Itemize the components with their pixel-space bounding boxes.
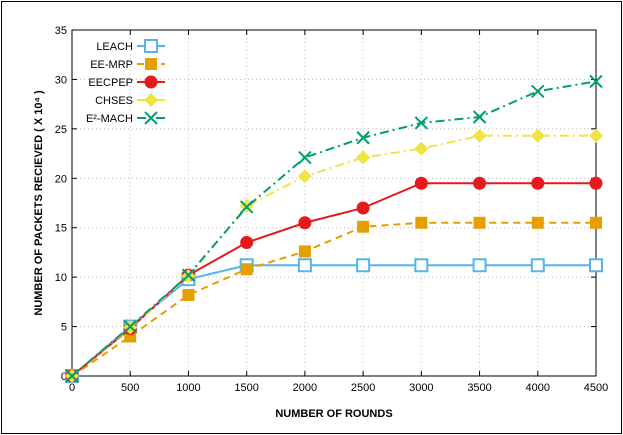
data-point-eecpep [473,176,487,190]
legend-marker [144,111,158,125]
series-eecpep [65,176,603,383]
data-point-e-mach [472,110,487,124]
x-tick-label: 3500 [467,382,491,394]
data-point-e-mach [123,319,137,334]
legend-label: CHSES [95,95,133,107]
legend-item-chses: CHSES [95,93,165,107]
y-tick-label: 15 [55,223,67,235]
y-tick-label: 10 [55,272,67,284]
series-chses [65,128,603,383]
series-leach [65,258,603,383]
series-ee-mrp [66,216,602,382]
y-axis-label: NUMBER OF PACKETS RECIEVED ( X 10⁴ ) [33,90,45,316]
series-line-chses [71,134,596,377]
data-point-ee-mrp [240,263,253,276]
x-axis-label: NUMBER OF ROUNDS [275,408,392,420]
data-point-e-mach [181,268,196,282]
data-point-leach [356,258,371,273]
y-tick-label: 30 [55,74,67,86]
legend-item-ee-mrp: EE-MRP [90,58,165,71]
data-point-e-mach [298,150,312,165]
data-point-ee-mrp [415,216,428,229]
x-tick-label: 4000 [526,382,550,394]
data-point-chses [472,128,487,143]
data-point-e-mach [414,116,429,130]
data-point-chses [356,150,371,165]
legend-label: EECPEP [88,77,133,89]
x-tick-label: 4500 [584,382,608,394]
series-line-leach [71,264,596,377]
x-tick-label: 2500 [351,382,375,394]
y-tick-label: 20 [55,173,67,185]
data-point-e-mach [239,200,254,214]
series-line-ee-mrp [71,221,596,377]
data-point-eecpep [240,236,254,250]
plot-area [71,29,597,377]
legend-label: LEACH [96,41,133,53]
legend-item-e-mach: E²-MACH [86,111,165,125]
y-tick-label: 35 [55,25,67,37]
data-point-eecpep [414,176,428,190]
series-group [65,74,603,383]
data-point-chses [530,128,545,143]
series-line-e-mach [71,80,597,377]
data-point-e-mach [356,131,370,145]
y-tick-label: 0 [61,371,67,383]
data-point-e-mach [65,369,79,383]
data-point-leach [530,258,545,273]
data-point-eecpep [298,216,312,230]
axis-ticks: 0 500 1000 1500 2000 2500 3000 3500 4000 4500 0 5 10… [55,25,608,394]
legend-marker [145,58,157,70]
data-point-ee-mrp [531,216,544,229]
data-point-leach [589,258,603,273]
x-tick-label: 2000 [293,382,317,394]
legend-marker [144,93,158,107]
legend: LEACH EE-MRP EECPEP CHSES E²-MACH [86,39,165,125]
legend-item-leach: LEACH [96,39,165,53]
data-point-ee-mrp [298,245,311,258]
series-line-eecpep [71,182,596,377]
data-point-ee-mrp [182,288,195,301]
data-point-ee-mrp [590,216,602,229]
data-point-leach [472,258,487,273]
data-point-chses [297,169,312,184]
legend-marker [144,39,158,53]
y-tick-label: 5 [61,322,67,334]
series-e-mach [65,74,603,383]
data-point-e-mach [589,74,603,89]
data-point-eecpep [531,176,545,190]
legend-marker [144,75,158,89]
y-tick-label: 25 [55,124,67,136]
data-point-ee-mrp [357,220,370,233]
data-point-chses [589,128,603,143]
data-point-ee-mrp [473,216,486,229]
x-tick-label: 0 [69,382,75,394]
x-tick-label: 3000 [409,382,433,394]
legend-item-eecpep: EECPEP [88,75,165,89]
data-point-leach [297,258,312,273]
data-point-leach [414,258,429,273]
grid [71,29,597,377]
legend-label: E²-MACH [86,113,133,125]
data-point-eecpep [589,176,603,190]
x-tick-label: 1000 [176,382,200,394]
x-tick-label: 500 [121,382,139,394]
x-tick-label: 1500 [234,382,258,394]
data-point-eecpep [356,201,370,215]
data-point-chses [414,141,429,156]
data-point-e-mach [531,84,545,98]
legend-label: EE-MRP [90,59,133,71]
